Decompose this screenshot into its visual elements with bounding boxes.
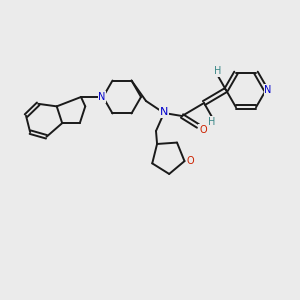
Text: O: O	[187, 156, 194, 166]
Text: N: N	[160, 107, 168, 117]
Text: N: N	[98, 92, 106, 102]
Text: O: O	[199, 125, 207, 135]
Text: H: H	[208, 117, 216, 127]
Text: H: H	[214, 66, 222, 76]
Text: N: N	[264, 85, 272, 95]
